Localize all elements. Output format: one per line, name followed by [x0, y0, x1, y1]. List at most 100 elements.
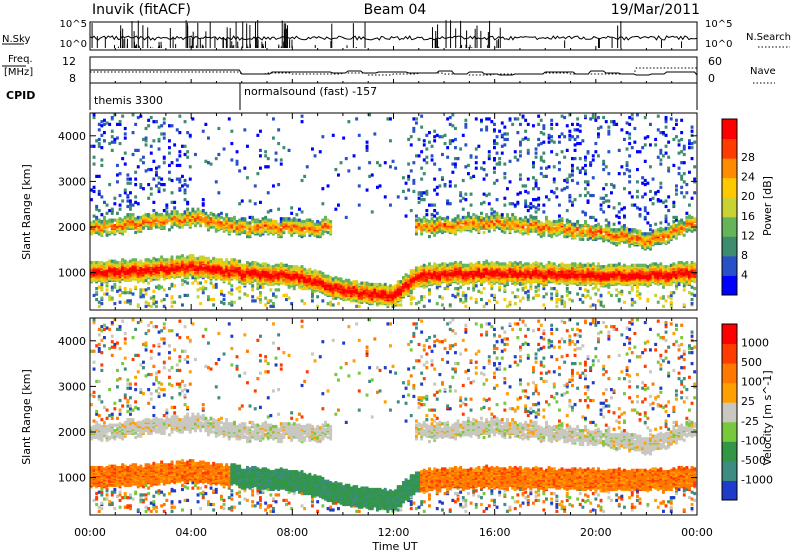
power-cell — [435, 192, 439, 196]
power-cell — [422, 224, 426, 228]
power-cell — [311, 295, 314, 299]
power-cell — [474, 147, 478, 151]
power-cell — [248, 221, 252, 225]
power-cell — [331, 303, 335, 307]
power-cell — [467, 163, 470, 168]
power-cell — [529, 206, 533, 210]
power-cell — [313, 154, 317, 158]
power-cell — [191, 207, 195, 211]
power-cell — [136, 148, 140, 152]
power-cell — [311, 232, 314, 236]
power-cell — [212, 225, 216, 229]
power-cell — [168, 170, 171, 174]
power-cell — [230, 217, 234, 221]
power-cell — [485, 125, 489, 129]
power-cell — [446, 146, 450, 150]
power-cell — [537, 207, 541, 211]
power-cell — [113, 218, 117, 222]
power-cell — [412, 269, 416, 273]
power-cell — [521, 114, 525, 118]
power-cell — [425, 208, 429, 213]
power-cell — [256, 286, 260, 291]
power-cell — [500, 144, 504, 148]
power-cell — [542, 126, 546, 131]
power-cell — [123, 126, 127, 131]
power-cell — [266, 299, 270, 303]
power-cell — [329, 300, 333, 304]
power-cell — [168, 228, 171, 232]
power-cell — [480, 221, 483, 225]
power-cell — [160, 132, 164, 136]
power-cell — [264, 296, 268, 300]
power-cell — [498, 129, 502, 133]
power-cell — [214, 285, 218, 289]
power-cell — [311, 225, 314, 229]
power-cell — [500, 121, 504, 125]
power-cell — [383, 161, 387, 165]
power-cell — [155, 166, 158, 170]
power-cell — [282, 271, 286, 276]
power-cell — [175, 214, 179, 218]
power-cell — [363, 281, 366, 285]
power-cell — [230, 300, 234, 304]
power-cell — [162, 182, 166, 187]
power-cell — [337, 203, 340, 207]
power-cell — [90, 188, 93, 192]
power-cell — [183, 182, 187, 187]
power-cell — [235, 219, 239, 224]
power-cell — [376, 185, 379, 189]
power-cell — [121, 157, 125, 161]
power-cell — [503, 288, 507, 292]
power-cell — [532, 204, 535, 209]
power-cell — [144, 143, 148, 147]
power-cell — [339, 161, 343, 165]
power-cell — [253, 226, 257, 230]
power-cell — [170, 304, 174, 308]
power-cell — [105, 219, 109, 224]
power-cell — [251, 215, 255, 220]
power-cell — [134, 195, 138, 199]
power-cell — [126, 217, 130, 221]
power-cell — [513, 117, 517, 121]
power-cell — [103, 262, 106, 266]
power-cell — [472, 288, 476, 292]
power-cell — [482, 286, 486, 291]
power-cell — [482, 260, 486, 265]
power-cell — [519, 143, 522, 147]
power-cell — [123, 136, 127, 140]
power-cell — [516, 218, 520, 222]
power-cell — [95, 174, 99, 178]
power-cell — [121, 258, 125, 262]
power-cell — [524, 204, 528, 209]
power-cell — [129, 202, 132, 206]
power-cell — [360, 281, 364, 285]
power-cell — [173, 259, 177, 263]
power-cell — [298, 276, 301, 280]
power-cell — [139, 114, 143, 118]
power-cell — [243, 263, 247, 267]
power-cell — [537, 196, 541, 200]
power-cell — [396, 280, 400, 284]
power-cell — [500, 133, 504, 137]
power-cell — [435, 211, 439, 215]
power-cell — [428, 288, 431, 292]
power-cell — [134, 170, 138, 174]
power-cell — [110, 140, 114, 144]
power-cell — [123, 151, 127, 155]
power-cell — [524, 215, 528, 220]
power-cell — [155, 258, 158, 262]
power-cell — [186, 215, 190, 220]
power-cell — [168, 177, 171, 181]
power-cell — [105, 292, 109, 296]
power-cell — [290, 206, 294, 210]
power-cell — [188, 218, 192, 222]
power-cell — [131, 258, 135, 262]
power-cell — [253, 278, 257, 282]
power-cell — [97, 285, 101, 289]
power-cell — [503, 143, 507, 147]
power-cell — [474, 300, 478, 304]
power-cell — [337, 277, 340, 281]
power-cell — [183, 120, 187, 124]
power-cell — [220, 211, 223, 215]
